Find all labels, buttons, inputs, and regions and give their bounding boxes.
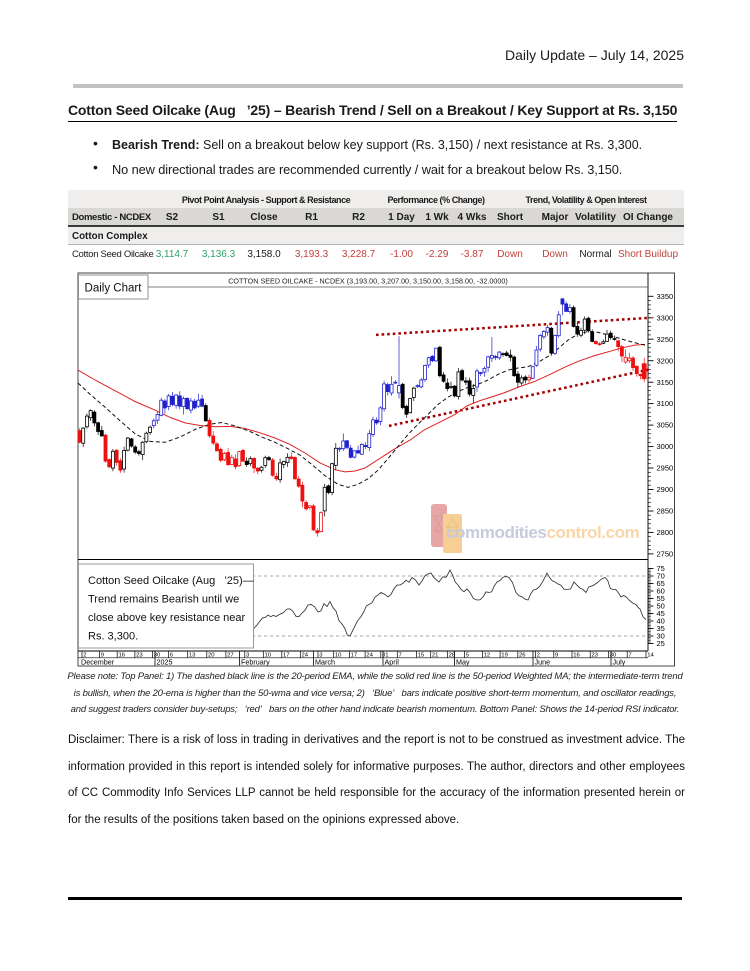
svg-text:April: April xyxy=(385,658,400,667)
svg-text:55: 55 xyxy=(657,594,665,603)
svg-text:16: 16 xyxy=(119,653,126,659)
svg-text:45: 45 xyxy=(657,609,665,618)
svg-text:3200: 3200 xyxy=(657,356,674,365)
svg-text:3: 3 xyxy=(246,653,250,659)
svg-text:2: 2 xyxy=(83,653,86,659)
svg-text:6: 6 xyxy=(170,653,174,659)
svg-text:12: 12 xyxy=(484,653,491,659)
svg-text:26: 26 xyxy=(519,653,526,659)
svg-text:27: 27 xyxy=(227,653,234,659)
svg-text:15: 15 xyxy=(418,653,425,659)
svg-text:3: 3 xyxy=(319,653,323,659)
svg-text:Rs. 3,300.: Rs. 3,300. xyxy=(88,631,138,643)
svg-text:16: 16 xyxy=(573,653,580,659)
svg-text:10: 10 xyxy=(265,653,272,659)
svg-text:2900: 2900 xyxy=(657,485,674,494)
svg-text:21: 21 xyxy=(432,653,439,659)
svg-text:75: 75 xyxy=(657,564,665,573)
svg-text:June: June xyxy=(535,658,551,667)
svg-text:25: 25 xyxy=(657,639,665,648)
svg-text:2850: 2850 xyxy=(657,507,674,516)
svg-text:3350: 3350 xyxy=(657,292,674,301)
svg-text:23: 23 xyxy=(591,653,598,659)
svg-text:5: 5 xyxy=(466,653,470,659)
svg-text:December: December xyxy=(81,658,115,667)
svg-text:17: 17 xyxy=(283,653,290,659)
svg-text:50: 50 xyxy=(657,602,665,611)
svg-text:2: 2 xyxy=(537,653,540,659)
svg-text:40: 40 xyxy=(657,617,665,626)
svg-text:7: 7 xyxy=(628,653,631,659)
svg-text:23: 23 xyxy=(136,653,143,659)
svg-text:Daily Chart: Daily Chart xyxy=(85,283,143,295)
svg-text:2950: 2950 xyxy=(657,464,674,473)
svg-text:17: 17 xyxy=(351,653,358,659)
svg-text:7: 7 xyxy=(399,653,402,659)
svg-text:9: 9 xyxy=(555,653,558,659)
svg-text:30: 30 xyxy=(154,653,161,659)
svg-text:24: 24 xyxy=(302,653,309,659)
svg-text:2800: 2800 xyxy=(657,528,674,537)
svg-text:24: 24 xyxy=(366,653,373,659)
svg-text:9: 9 xyxy=(101,653,104,659)
svg-text:13: 13 xyxy=(189,653,196,659)
svg-text:2750: 2750 xyxy=(657,550,674,559)
svg-text:30: 30 xyxy=(657,632,665,641)
svg-text:February: February xyxy=(241,658,270,667)
svg-text:commoditiescontrol.com: commoditiescontrol.com xyxy=(446,523,640,542)
svg-text:Cotton Seed Oilcake (Aug ’25: Cotton Seed Oilcake (Aug ’25)— xyxy=(88,575,254,587)
svg-text:65: 65 xyxy=(657,579,665,588)
svg-text:35: 35 xyxy=(657,624,665,633)
svg-text:3250: 3250 xyxy=(657,335,674,344)
svg-text:2025: 2025 xyxy=(157,658,173,667)
svg-text:19: 19 xyxy=(501,653,508,659)
svg-text:July: July xyxy=(613,658,626,667)
svg-text:3300: 3300 xyxy=(657,313,674,322)
svg-text:March: March xyxy=(315,658,335,667)
svg-text:70: 70 xyxy=(657,572,665,581)
svg-text:3000: 3000 xyxy=(657,442,674,451)
svg-text:COTTON SEED OILCAKE - NCDEX (3: COTTON SEED OILCAKE - NCDEX (3,193.00, 3… xyxy=(228,277,508,286)
svg-text:May: May xyxy=(456,658,470,667)
svg-text:3050: 3050 xyxy=(657,421,674,430)
svg-text:Trend remains Bearish until we: Trend remains Bearish until we xyxy=(88,594,239,606)
svg-text:3150: 3150 xyxy=(657,378,674,387)
svg-text:close above key resistance nea: close above key resistance near xyxy=(88,612,245,624)
svg-text:60: 60 xyxy=(657,587,665,596)
svg-text:3100: 3100 xyxy=(657,399,674,408)
svg-text:30: 30 xyxy=(610,653,617,659)
svg-text:20: 20 xyxy=(208,653,215,659)
svg-text:10: 10 xyxy=(335,653,342,659)
svg-text:31: 31 xyxy=(382,653,389,659)
svg-text:28: 28 xyxy=(449,653,456,659)
svg-text:14: 14 xyxy=(647,653,654,659)
